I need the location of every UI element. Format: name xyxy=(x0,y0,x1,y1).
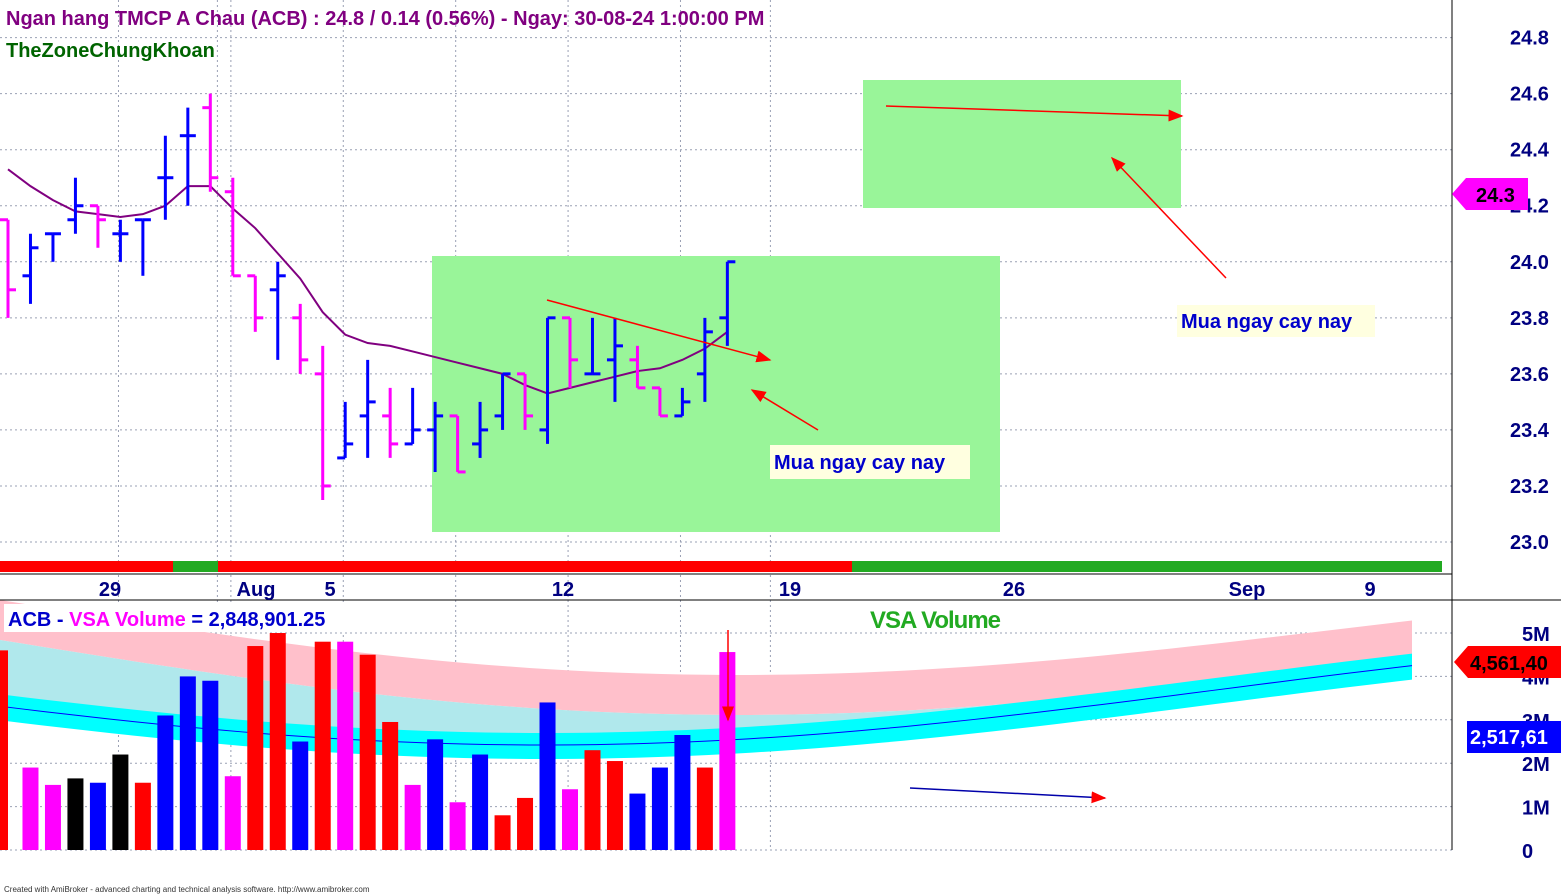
accumulation-zone-1 xyxy=(432,256,1000,532)
volume-bar xyxy=(494,815,511,850)
last-volume-badge xyxy=(1454,646,1561,678)
trend-strip xyxy=(218,561,852,572)
last-volume-badge-text: 4,561,40 xyxy=(1470,653,1548,675)
last-price-badge xyxy=(1452,178,1528,210)
volume-bar xyxy=(292,741,309,850)
volume-bar xyxy=(629,793,646,850)
volume-bar xyxy=(404,784,421,850)
volume-title-value: = 2,848,901.25 xyxy=(186,609,326,631)
volume-bar xyxy=(22,767,39,850)
x-tick-label: 9 xyxy=(1364,579,1375,601)
price-tick-label: 24.6 xyxy=(1510,84,1549,106)
x-tick-label: Aug xyxy=(237,579,276,601)
volume-tick-label: 1M xyxy=(1522,798,1550,820)
volume-bar xyxy=(427,739,444,850)
volume-bar xyxy=(89,782,106,850)
volume-bar xyxy=(562,789,578,850)
accumulation-zone-2 xyxy=(863,80,1181,208)
buy-label-2: Mua ngay cay nay xyxy=(1181,311,1353,333)
buy-label-bg xyxy=(1177,305,1375,337)
footer-credit: Created with AmiBroker - advanced charti… xyxy=(4,885,370,894)
last-price-badge-text: 24.3 xyxy=(1476,185,1515,207)
volume-bar xyxy=(0,650,8,850)
volume-ma-line xyxy=(0,665,1413,746)
volume-bar xyxy=(269,633,286,850)
volume-tick-label: 0 xyxy=(1522,841,1533,863)
price-tick-label: 23.4 xyxy=(1510,420,1550,442)
trend-strip xyxy=(0,561,173,572)
volume-bar xyxy=(449,802,466,850)
x-tick-label: 19 xyxy=(779,579,801,601)
x-tick-label: 12 xyxy=(552,579,574,601)
volume-bar xyxy=(472,754,489,850)
volume-title-prefix: ACB - xyxy=(8,609,69,631)
volume-bar xyxy=(157,715,174,850)
x-tick-label: 29 xyxy=(99,579,121,601)
trend-strip xyxy=(852,561,1442,572)
x-tick-label: Sep xyxy=(1229,579,1266,601)
volume-bar xyxy=(584,750,601,850)
volume-bar xyxy=(314,641,331,850)
trend-strip xyxy=(173,561,218,572)
annotation-arrow xyxy=(885,105,1184,122)
volume-bar xyxy=(382,721,399,850)
price-tick-label: 24.4 xyxy=(1510,140,1550,162)
volume-title-name: VSA Volume xyxy=(69,609,186,631)
volume-bar xyxy=(696,767,713,850)
volume-bar xyxy=(112,754,129,850)
volume-bar xyxy=(517,797,534,850)
volume-bar xyxy=(651,767,668,850)
volume-bar xyxy=(674,735,691,850)
vsa-watermark: VSA Volume xyxy=(870,607,1001,634)
annotation-arrow xyxy=(750,389,819,431)
moving-average-line xyxy=(7,168,728,395)
volume-title: ACB - VSA Volume = 2,848,901.25 xyxy=(8,609,325,631)
volume-bar xyxy=(134,782,151,850)
price-tick-label: 23.6 xyxy=(1510,364,1549,386)
volume-ma-badge xyxy=(1467,721,1561,753)
price-tick-label: 24.0 xyxy=(1510,252,1549,274)
x-tick-label: 5 xyxy=(324,579,335,601)
volume-tick-label: 2M xyxy=(1522,754,1550,776)
x-tick-label: 26 xyxy=(1003,579,1025,601)
annotation-arrow xyxy=(1110,156,1227,279)
volume-bar xyxy=(539,702,556,850)
volume-bar xyxy=(606,761,623,850)
volume-bar xyxy=(202,680,219,850)
chart-title: Ngan hang TMCP A Chau (ACB) : 24.8 / 0.1… xyxy=(6,8,764,30)
volume-title-bg xyxy=(4,604,368,632)
buy-label-bg xyxy=(770,445,970,479)
annotation-arrow xyxy=(909,787,1107,804)
price-tick-label: 23.0 xyxy=(1510,532,1549,554)
brand-label: TheZoneChungKhoan xyxy=(6,40,215,62)
price-tick-label: 24.8 xyxy=(1510,28,1549,50)
price-tick-label: 23.2 xyxy=(1510,476,1549,498)
volume-bar xyxy=(67,778,84,850)
volume-bar xyxy=(337,641,354,850)
volume-ma-badge-text: 2,517,61 xyxy=(1470,727,1548,749)
volume-bar xyxy=(224,776,241,850)
volume-tick-label: 5M xyxy=(1522,624,1550,646)
volume-bar xyxy=(247,646,264,850)
price-tick-label: 23.8 xyxy=(1510,308,1549,330)
volume-bar xyxy=(44,784,61,850)
volume-bar xyxy=(719,652,736,850)
volume-bar xyxy=(179,676,196,850)
buy-label-1: Mua ngay cay nay xyxy=(774,452,946,474)
annotation-arrow xyxy=(546,299,772,363)
volume-bar xyxy=(359,654,376,850)
